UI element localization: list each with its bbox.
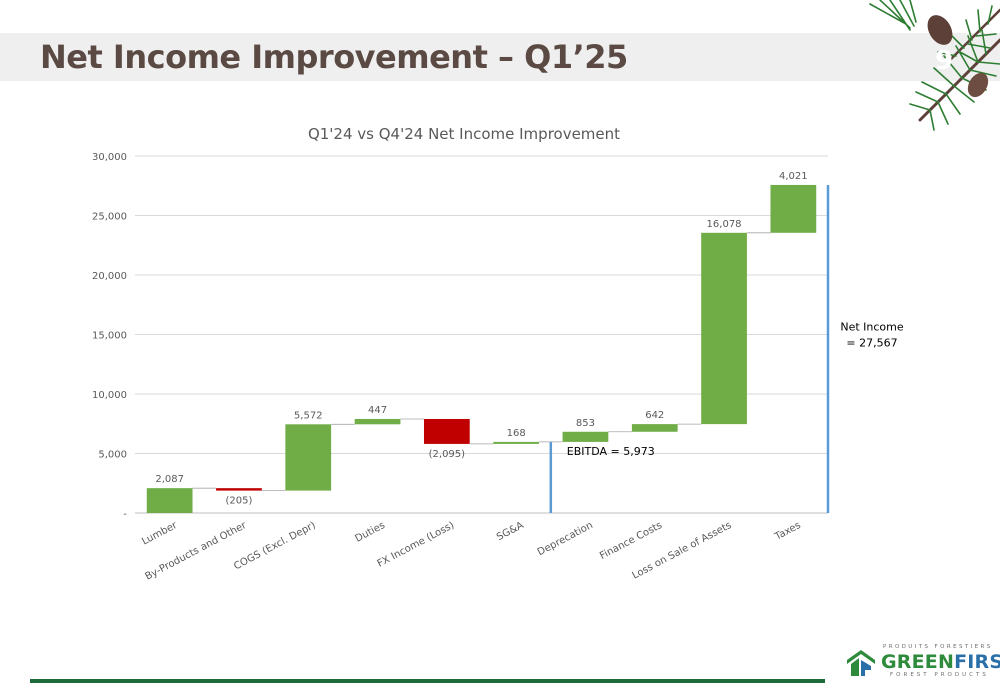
logo-name-part1: GREEN bbox=[881, 651, 955, 673]
y-tick-label: 10,000 bbox=[92, 390, 127, 401]
bottom-rule bbox=[30, 679, 825, 683]
bar-5 bbox=[493, 441, 540, 444]
data-label: 5,572 bbox=[294, 410, 323, 421]
bar-7 bbox=[631, 424, 678, 432]
logo-name: GREENFIRST bbox=[881, 651, 1000, 673]
y-tick-label: 5,000 bbox=[98, 450, 127, 461]
data-label: 4,021 bbox=[779, 171, 808, 182]
title-band bbox=[0, 33, 1000, 81]
y-tick-label: - bbox=[123, 509, 127, 520]
data-label: 853 bbox=[576, 418, 595, 429]
bar-6 bbox=[562, 431, 609, 442]
y-tick-label: 25,000 bbox=[92, 212, 127, 223]
bar-0 bbox=[146, 488, 193, 513]
x-tick-label: SG&A bbox=[495, 520, 526, 543]
y-tick-label: 20,000 bbox=[92, 271, 127, 282]
logo-top-text: PRODUITS FORESTIERS bbox=[883, 644, 993, 650]
x-tick-label: FX Income (Loss) bbox=[376, 520, 457, 570]
annotation-label: EBITDA = 5,973 bbox=[567, 445, 655, 458]
data-label: 642 bbox=[645, 410, 664, 421]
x-tick-label: Taxes bbox=[772, 520, 802, 543]
bar-3 bbox=[354, 418, 401, 425]
page-number: 9 bbox=[935, 46, 954, 76]
x-tick-label: Lumber bbox=[140, 520, 180, 548]
pine-branch-decoration bbox=[869, 0, 1000, 131]
logo-name-part2: FIRST bbox=[954, 651, 1000, 673]
bar-2 bbox=[285, 424, 332, 491]
logo-bottom-text: FOREST PRODUCTS bbox=[890, 672, 989, 678]
y-tick-label: 15,000 bbox=[92, 331, 127, 342]
data-label: 168 bbox=[507, 428, 526, 439]
data-label: (2,095) bbox=[429, 449, 466, 460]
data-label: 16,078 bbox=[707, 219, 742, 230]
page-title: Net Income Improvement – Q1’25 bbox=[40, 38, 628, 76]
bar-1 bbox=[216, 488, 262, 491]
greenfirst-logo: PRODUITS FORESTIERS GREENFIRST FOREST PR… bbox=[843, 643, 1000, 683]
x-tick-label: Deprecation bbox=[536, 520, 595, 558]
y-tick-label: 30,000 bbox=[92, 152, 127, 163]
data-label: 447 bbox=[368, 405, 387, 416]
annotation-label-value: = 27,567 bbox=[846, 337, 897, 350]
annotation-label: Net Income bbox=[840, 321, 904, 334]
data-label: 2,087 bbox=[155, 474, 184, 485]
bar-4 bbox=[423, 418, 470, 444]
x-tick-label: Finance Costs bbox=[598, 520, 664, 562]
bar-9 bbox=[770, 184, 817, 233]
greenfirst-logo-icon bbox=[847, 650, 875, 676]
chart-title: Q1'24 vs Q4'24 Net Income Improvement bbox=[308, 125, 620, 143]
x-tick-label: Duties bbox=[353, 520, 387, 545]
data-label: (205) bbox=[226, 496, 253, 507]
bar-8 bbox=[701, 232, 747, 425]
